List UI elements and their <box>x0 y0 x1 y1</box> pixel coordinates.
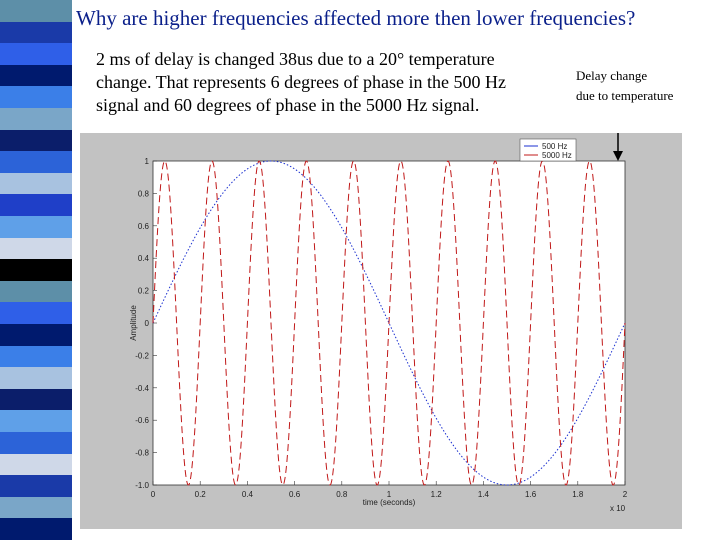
series-line-500hz <box>152 160 626 486</box>
stripe-block <box>0 496 72 519</box>
stripe-block <box>0 302 72 325</box>
y-tick-label: 0.8 <box>138 189 150 198</box>
x-tick-label: 1.4 <box>478 490 490 499</box>
y-tick-label: -0.4 <box>135 384 149 393</box>
x-tick-label: 1 <box>387 490 392 499</box>
stripe-block <box>0 475 72 498</box>
stripe-block <box>0 43 72 66</box>
body-line-3: signal and 60 degrees of phase in the 50… <box>96 95 480 115</box>
y-tick-label: 0.4 <box>138 254 150 263</box>
stripe-block <box>0 0 72 23</box>
stripe-block <box>0 151 72 174</box>
y-tick-label: -0.8 <box>135 449 149 458</box>
slide-title: Why are higher frequencies affected more… <box>76 6 636 30</box>
legend-label-5000hz: 5000 Hz <box>542 151 572 160</box>
x-tick-label: 0.2 <box>195 490 207 499</box>
stripe-block <box>0 432 72 455</box>
stripe-block <box>0 64 72 87</box>
x-tick-label: 1.8 <box>572 490 584 499</box>
stripe-block <box>0 259 72 282</box>
x-tick-label: 1.6 <box>525 490 537 499</box>
stripe-block <box>0 216 72 239</box>
legend-label-500hz: 500 Hz <box>542 142 567 151</box>
chart-legend: 500 Hz 5000 Hz <box>519 138 577 162</box>
stripe-block <box>0 172 72 195</box>
stripe-block <box>0 86 72 109</box>
decorative-stripe <box>0 0 72 540</box>
stripe-block <box>0 21 72 44</box>
callout-line-2: due to temperature <box>576 88 674 103</box>
sine-wave-chart: 0 0.2 0.4 0.6 0.8 1 1.2 1.4 1.6 1.8 2 1 0.8 0.6 0.4 0.2… <box>129 133 628 513</box>
stripe-block <box>0 518 72 540</box>
x-exponent-label: x 10 <box>610 504 626 513</box>
stripe-block <box>0 237 72 260</box>
stripe-block <box>0 388 72 411</box>
stripe-block <box>0 324 72 347</box>
y-tick-label: -0.6 <box>135 416 149 425</box>
stripe-block <box>0 345 72 368</box>
y-tick-label: 1 <box>145 157 150 166</box>
delay-arrow-head <box>613 151 623 161</box>
stripe-block <box>0 194 72 217</box>
x-tick-label: 0.6 <box>289 490 301 499</box>
slide-body-text: 2 ms of delay is changed 38us due to a 2… <box>96 48 566 117</box>
stripe-block <box>0 108 72 131</box>
stripe-block <box>0 129 72 152</box>
x-tick-label: 0 <box>151 490 156 499</box>
stripe-block <box>0 280 72 303</box>
y-tick-label: -0.2 <box>135 351 149 360</box>
callout-line-1: Delay change <box>576 68 648 83</box>
stripe-block <box>0 410 72 433</box>
y-tick-label: -1.0 <box>135 481 149 490</box>
y-tick-label: 0.2 <box>138 287 150 296</box>
y-tick-label: 0 <box>145 319 150 328</box>
x-tick-label: 0.8 <box>336 490 348 499</box>
delay-callout: Delay change due to temperature <box>576 66 716 106</box>
stripe-block <box>0 453 72 476</box>
x-tick-label: 0.4 <box>242 490 254 499</box>
x-axis-label: time (seconds) <box>363 498 416 507</box>
stripe-block <box>0 367 72 390</box>
y-tick-label: 0.6 <box>138 222 150 231</box>
y-axis-label: Amplitude <box>129 305 138 341</box>
body-line-2: change. That represents 6 degrees of pha… <box>96 72 507 92</box>
x-tick-label: 1.2 <box>431 490 443 499</box>
body-line-1: 2 ms of delay is changed 38us due to a 2… <box>96 49 495 69</box>
x-tick-label: 2 <box>623 490 628 499</box>
series-line-5000hz <box>152 160 626 486</box>
